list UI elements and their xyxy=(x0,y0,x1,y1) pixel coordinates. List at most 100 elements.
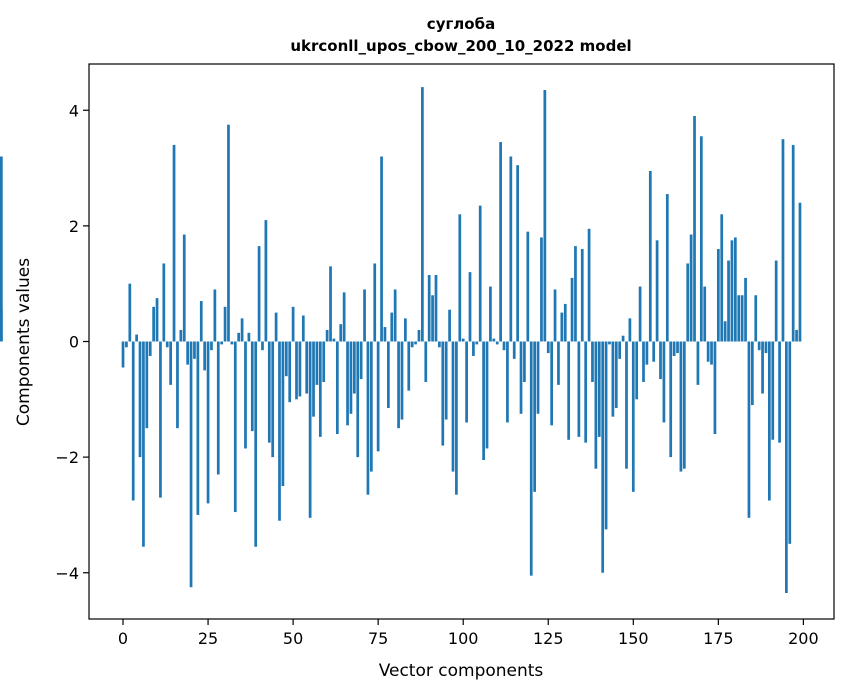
bar xyxy=(325,329,329,342)
bar xyxy=(346,341,349,426)
bar xyxy=(584,341,588,443)
bar xyxy=(308,341,312,518)
bar xyxy=(288,341,292,403)
bar xyxy=(774,260,778,342)
bar xyxy=(148,341,152,356)
bar xyxy=(352,341,356,394)
bar xyxy=(332,338,336,342)
y-tick-label: 4 xyxy=(69,101,79,120)
bar xyxy=(778,341,781,443)
bar xyxy=(424,341,428,382)
bar xyxy=(444,341,448,420)
bar xyxy=(574,246,577,342)
bar xyxy=(489,286,492,342)
bar xyxy=(754,295,758,342)
bar xyxy=(502,341,506,351)
bar xyxy=(727,260,730,342)
bar xyxy=(257,246,261,342)
bar xyxy=(744,277,747,342)
bar xyxy=(591,341,594,382)
bar xyxy=(240,318,244,342)
bar xyxy=(642,341,645,382)
bar xyxy=(455,341,458,495)
bar xyxy=(499,142,502,342)
y-tick-label: −4 xyxy=(55,564,79,583)
bar xyxy=(703,286,707,342)
bar xyxy=(798,202,802,342)
bar xyxy=(291,306,295,342)
bar xyxy=(376,341,380,452)
bar xyxy=(278,341,281,521)
bar xyxy=(713,341,717,434)
bar xyxy=(669,341,673,458)
bar xyxy=(516,165,519,342)
bar xyxy=(604,341,608,530)
bar xyxy=(723,321,727,342)
bar xyxy=(213,289,217,342)
x-tick-label: 50 xyxy=(283,629,303,648)
bar xyxy=(230,341,234,345)
bar xyxy=(298,341,302,397)
bar xyxy=(655,240,659,342)
bars-group xyxy=(0,87,802,593)
bar xyxy=(628,318,632,342)
bar xyxy=(366,341,370,495)
bar xyxy=(342,292,346,342)
bar xyxy=(172,144,176,342)
bar xyxy=(550,341,554,426)
bar xyxy=(696,341,700,385)
bar xyxy=(478,205,482,342)
bar xyxy=(196,341,200,515)
bar xyxy=(543,90,547,342)
bar xyxy=(519,341,523,414)
x-tick-label: 25 xyxy=(198,629,218,648)
bar xyxy=(121,341,125,368)
bar xyxy=(625,341,628,469)
bar xyxy=(152,306,155,342)
bar xyxy=(223,306,227,342)
bar xyxy=(553,289,557,342)
bar xyxy=(318,341,322,437)
bar xyxy=(761,341,764,394)
bar xyxy=(540,237,543,342)
bar xyxy=(176,341,179,429)
bar xyxy=(679,341,683,472)
y-tick-label: 2 xyxy=(69,217,79,236)
bar xyxy=(427,275,431,342)
bar xyxy=(506,341,509,423)
bar xyxy=(512,341,516,359)
x-tick-label: 0 xyxy=(118,629,128,648)
bar xyxy=(785,341,788,593)
bar xyxy=(250,341,254,432)
bar xyxy=(0,156,3,342)
bar xyxy=(193,341,196,359)
bar xyxy=(135,334,138,342)
bar xyxy=(373,263,377,342)
bar xyxy=(233,341,237,513)
bar xyxy=(186,341,190,365)
bar xyxy=(441,341,445,446)
x-axis-label: Vector components xyxy=(379,661,544,681)
bar xyxy=(349,341,353,414)
bar xyxy=(635,341,639,400)
bar xyxy=(472,341,475,356)
bar xyxy=(682,341,686,469)
bar xyxy=(601,341,605,573)
bar xyxy=(210,341,213,351)
bar xyxy=(363,289,366,342)
bar xyxy=(400,341,404,420)
bar xyxy=(495,341,499,345)
bar xyxy=(648,170,652,342)
x-tick-label: 125 xyxy=(533,629,564,648)
bar xyxy=(179,329,183,342)
bar xyxy=(220,341,224,345)
bar xyxy=(614,341,618,408)
bar xyxy=(189,341,193,588)
bar xyxy=(438,341,441,348)
bar xyxy=(523,341,526,382)
bar xyxy=(159,341,162,498)
bar xyxy=(536,341,540,414)
bar xyxy=(199,301,203,342)
bar xyxy=(461,338,465,342)
